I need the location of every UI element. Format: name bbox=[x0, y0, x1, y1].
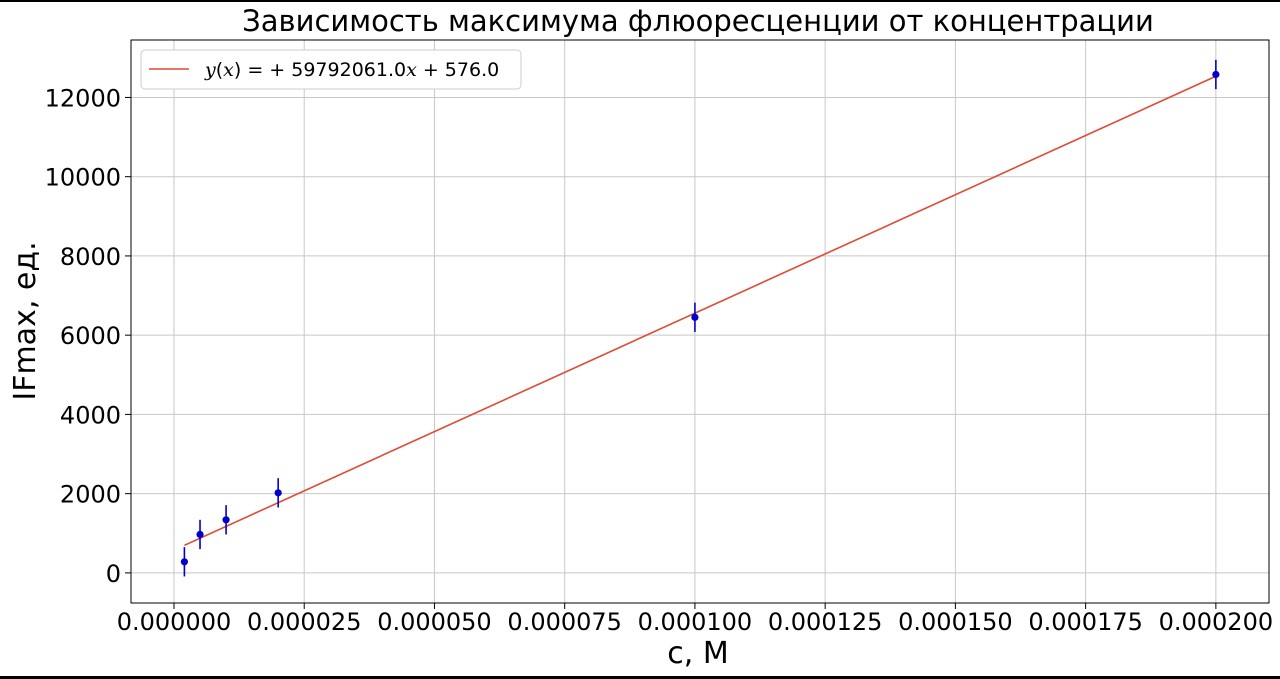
legend-box bbox=[140, 49, 522, 90]
x-tick-label: 0.000075 bbox=[507, 608, 622, 636]
data-point bbox=[691, 313, 699, 321]
y-tick-label: 6000 bbox=[60, 322, 121, 350]
data-point bbox=[1212, 70, 1220, 79]
data-series bbox=[180, 59, 1220, 577]
y-tick-label: 10000 bbox=[45, 164, 121, 192]
y-tick-label: 8000 bbox=[60, 243, 121, 271]
plot-area bbox=[130, 39, 1270, 604]
x-tick-label: 0.000150 bbox=[898, 608, 1013, 636]
top-border bbox=[0, 0, 1280, 2]
legend: y(x) = + 59792061.0x + 576.0 bbox=[140, 49, 522, 90]
grid bbox=[131, 40, 1269, 603]
y-tick-label: 0 bbox=[106, 560, 121, 588]
fit-line bbox=[184, 75, 1217, 547]
x-tick-label: 0.000025 bbox=[247, 608, 362, 636]
legend-label: y(x) = + 59792061.0x + 576.0 bbox=[204, 59, 499, 81]
y-axis: 0 2000 4000 6000 8000 10000 12000 bbox=[45, 84, 131, 588]
data-point bbox=[180, 558, 188, 566]
bottom-border bbox=[0, 676, 1280, 679]
chart-title: Зависимость максимума флюоресценции от к… bbox=[242, 4, 1154, 38]
y-axis-label: IFmax, ед. bbox=[8, 241, 43, 400]
x-tick-label: 0.000200 bbox=[1159, 608, 1274, 636]
fit-series bbox=[184, 75, 1217, 547]
x-axis-label: c, M bbox=[667, 636, 728, 671]
y-tick-label: 4000 bbox=[60, 401, 121, 429]
data-point bbox=[196, 530, 204, 539]
x-tick-label: 0.000000 bbox=[117, 608, 232, 636]
y-tick-label: 2000 bbox=[60, 481, 121, 509]
x-tick-label: 0.000125 bbox=[768, 608, 883, 636]
x-tick-label: 0.000175 bbox=[1028, 608, 1143, 636]
y-tick-label: 12000 bbox=[45, 84, 121, 112]
x-tick-label: 0.000100 bbox=[638, 608, 753, 636]
data-point bbox=[274, 489, 282, 497]
x-axis: 0.000000 0.000025 0.000050 0.000075 0.000100… bbox=[117, 603, 1273, 636]
x-tick-label: 0.000050 bbox=[377, 608, 492, 636]
data-point bbox=[222, 516, 230, 524]
